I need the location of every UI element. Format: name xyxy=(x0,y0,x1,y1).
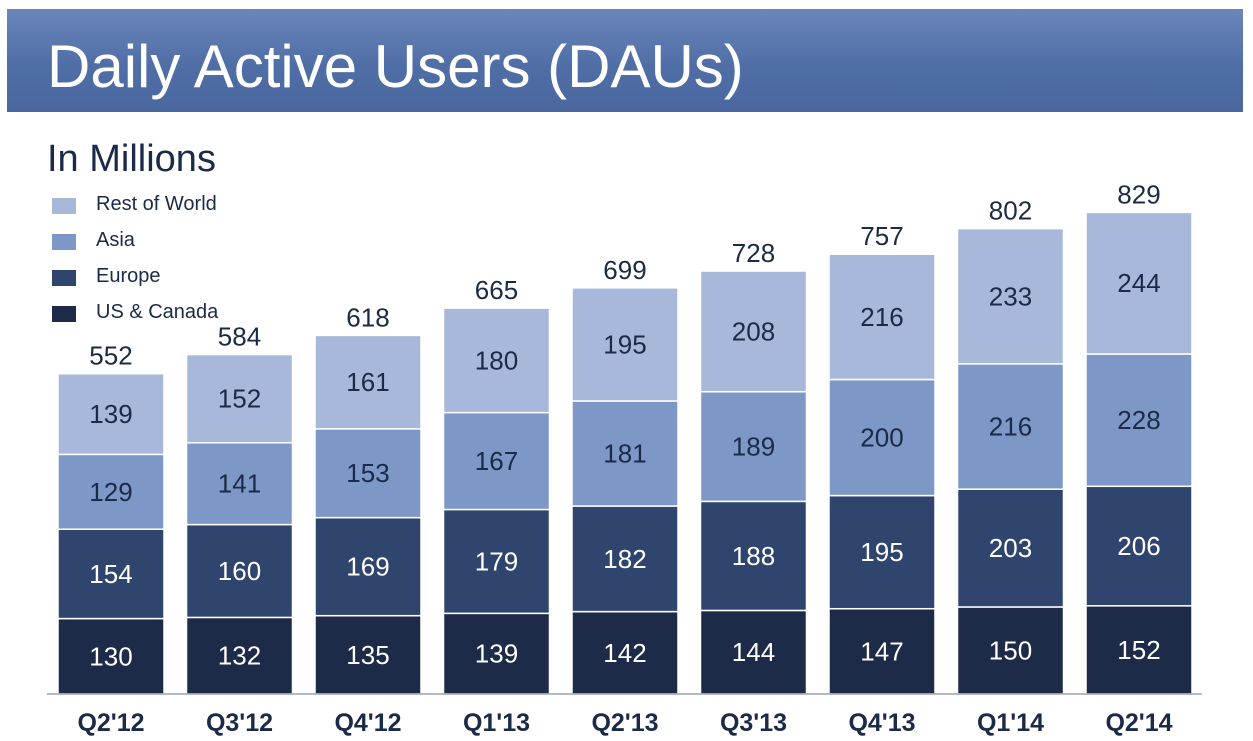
bar-segment-asia xyxy=(442,411,551,511)
legend-swatch-us-canada xyxy=(52,306,76,322)
bar-segment-europe xyxy=(571,505,679,613)
data-label-europe: 160 xyxy=(218,556,261,586)
legend-label-rest-of-world: Rest of World xyxy=(96,193,217,215)
data-label-rest-of-world: 139 xyxy=(89,399,132,429)
x-tick-label: Q3'12 xyxy=(206,709,273,737)
data-label-us-canada: 135 xyxy=(346,640,389,670)
legend-label-europe: Europe xyxy=(96,265,161,287)
data-label-europe: 203 xyxy=(989,533,1032,563)
data-label-rest-of-world: 152 xyxy=(218,384,261,414)
bar-segment-asia xyxy=(571,400,679,507)
data-label-europe: 182 xyxy=(603,544,646,574)
total-label: 829 xyxy=(1117,179,1160,209)
bar-segment-rest-of-world xyxy=(828,253,936,381)
x-tick-label: Q1'14 xyxy=(977,709,1044,737)
chart-title: Daily Active Users (DAUs) xyxy=(47,33,744,100)
x-tick-label: Q4'12 xyxy=(334,709,401,737)
bar-segment-rest-of-world xyxy=(185,353,294,444)
bar-segment-rest-of-world xyxy=(699,270,808,393)
data-label-us-canada: 130 xyxy=(89,641,132,671)
bar-segment-europe xyxy=(442,508,551,615)
total-label: 699 xyxy=(603,255,646,285)
bar-segment-us-canada xyxy=(571,610,679,695)
bar-segment-us-canada xyxy=(1085,605,1193,695)
bar-segment-asia xyxy=(828,378,936,497)
bar-segment-asia xyxy=(956,363,1065,490)
data-label-asia: 141 xyxy=(218,469,261,499)
data-label-europe: 179 xyxy=(475,546,518,576)
data-label-asia: 153 xyxy=(346,458,389,488)
data-label-us-canada: 142 xyxy=(603,638,646,668)
bar-segment-europe xyxy=(956,488,1065,608)
data-label-asia: 129 xyxy=(89,477,132,507)
data-label-asia: 216 xyxy=(989,412,1032,442)
legend-swatch-rest-of-world xyxy=(52,198,76,214)
x-tick-label: Q2'13 xyxy=(591,709,658,737)
total-label: 584 xyxy=(218,322,261,352)
x-tick-label: Q2'12 xyxy=(77,709,144,737)
bar-segment-us-canada xyxy=(185,616,294,695)
bar-segment-us-canada xyxy=(442,612,551,695)
data-label-rest-of-world: 216 xyxy=(860,302,903,332)
x-tick-label: Q3'13 xyxy=(720,709,787,737)
data-label-asia: 228 xyxy=(1117,405,1160,435)
data-label-asia: 200 xyxy=(860,423,903,453)
total-label: 665 xyxy=(475,275,518,305)
total-label: 618 xyxy=(346,302,389,332)
bar-segment-rest-of-world xyxy=(442,307,551,414)
legend-swatch-europe xyxy=(52,270,76,286)
data-label-rest-of-world: 233 xyxy=(989,281,1032,311)
total-label: 552 xyxy=(89,341,132,371)
total-label: 757 xyxy=(860,221,903,251)
bar-segment-europe xyxy=(699,500,808,612)
data-label-us-canada: 144 xyxy=(732,637,775,667)
bar-segment-rest-of-world xyxy=(571,287,679,402)
data-label-europe: 206 xyxy=(1117,531,1160,561)
bar-segment-asia xyxy=(314,428,422,519)
bar-segment-us-canada xyxy=(828,607,936,695)
total-label: 802 xyxy=(989,196,1032,226)
bar-segment-asia xyxy=(1085,353,1193,488)
data-label-rest-of-world: 180 xyxy=(475,345,518,375)
data-label-rest-of-world: 208 xyxy=(732,316,775,346)
bar-segment-us-canada xyxy=(699,609,808,695)
bar-segment-rest-of-world xyxy=(57,372,165,456)
data-label-us-canada: 132 xyxy=(218,641,261,671)
legend-label-us-canada: US & Canada xyxy=(96,301,219,323)
bar-segment-europe xyxy=(185,523,294,619)
legend-swatch-asia xyxy=(52,234,76,250)
data-label-europe: 154 xyxy=(89,559,132,589)
data-label-rest-of-world: 195 xyxy=(603,329,646,359)
data-label-us-canada: 150 xyxy=(989,635,1032,665)
x-tick-label: Q4'13 xyxy=(848,709,915,737)
total-label: 728 xyxy=(732,238,775,268)
data-label-europe: 169 xyxy=(346,552,389,582)
title-banner: Daily Active Users (DAUs) xyxy=(7,9,1243,112)
bar-segment-us-canada xyxy=(314,614,422,695)
bar-segment-europe xyxy=(828,494,936,610)
x-tick-label: Q1'13 xyxy=(463,709,530,737)
bar-segment-asia xyxy=(57,453,165,530)
data-label-us-canada: 147 xyxy=(860,636,903,666)
data-label-europe: 188 xyxy=(732,541,775,571)
data-label-asia: 189 xyxy=(732,432,775,462)
bar-segment-rest-of-world xyxy=(956,227,1065,365)
data-label-us-canada: 139 xyxy=(475,639,518,669)
data-label-rest-of-world: 161 xyxy=(346,367,389,397)
data-label-us-canada: 152 xyxy=(1117,635,1160,665)
bar-segment-rest-of-world xyxy=(1085,211,1193,355)
data-label-europe: 195 xyxy=(860,537,903,567)
chart-subtitle: In Millions xyxy=(47,138,216,180)
bar-segment-asia xyxy=(699,390,808,503)
data-label-asia: 181 xyxy=(603,439,646,469)
bar-segment-asia xyxy=(185,442,294,526)
data-label-asia: 167 xyxy=(475,446,518,476)
data-label-rest-of-world: 244 xyxy=(1117,268,1160,298)
bar-segment-rest-of-world xyxy=(314,334,422,430)
legend-label-asia: Asia xyxy=(96,229,135,251)
bar-segment-europe xyxy=(314,516,422,617)
x-tick-label: Q2'14 xyxy=(1105,709,1172,737)
